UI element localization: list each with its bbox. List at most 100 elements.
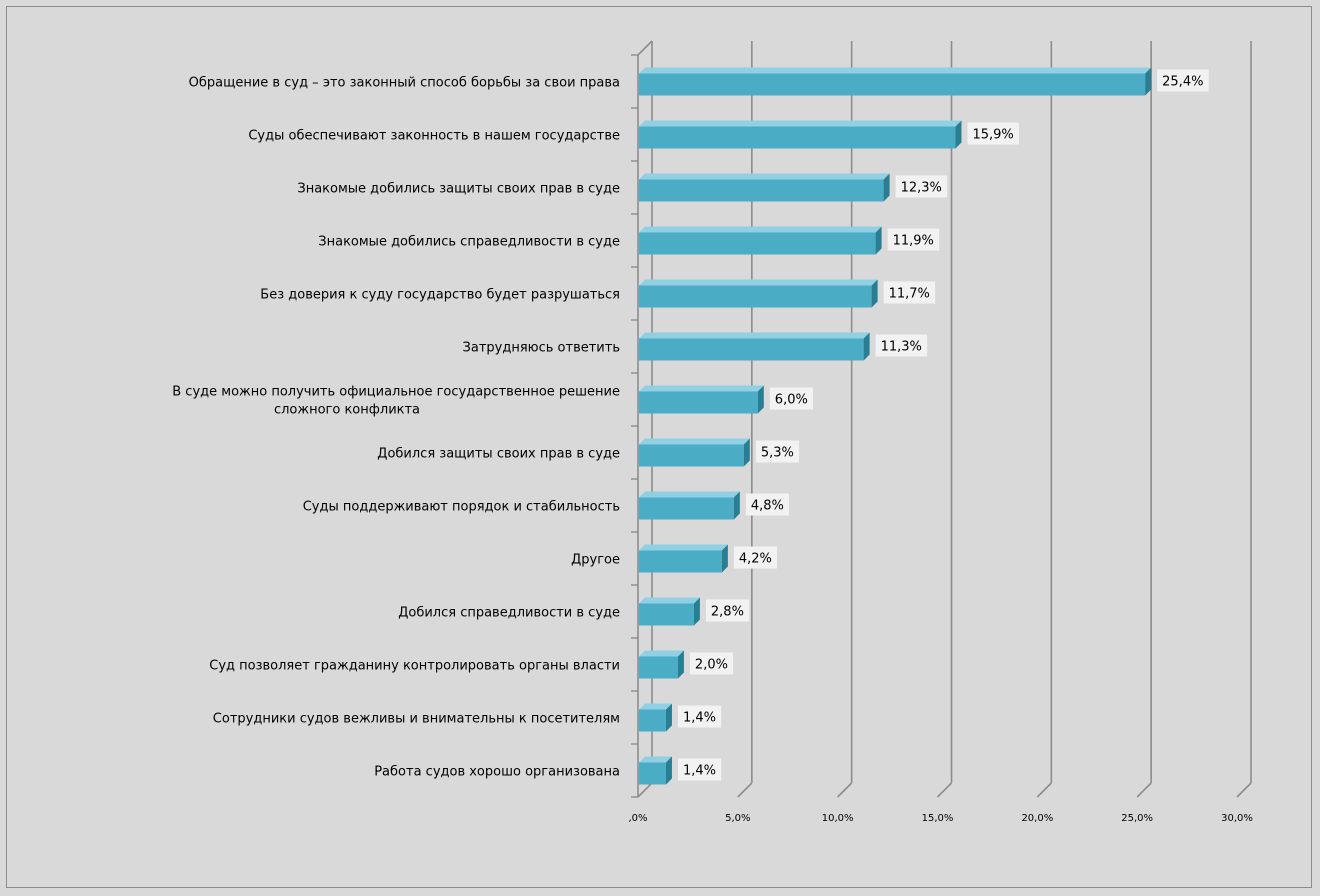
bar-top-face — [639, 491, 740, 498]
x-tick-label: 15,0% — [922, 813, 954, 824]
data-label-box — [677, 758, 722, 781]
category-label: Знакомые добились справедливости в суде — [318, 235, 620, 250]
data-label: 11,7% — [889, 287, 930, 302]
category-label: Другое — [571, 553, 620, 568]
bar — [639, 550, 722, 573]
bar-side-face — [875, 226, 882, 255]
data-label: 5,3% — [761, 446, 794, 461]
bar-top-face — [639, 226, 882, 233]
bar-side-face — [721, 544, 728, 573]
bar — [639, 232, 876, 255]
bar — [639, 656, 678, 679]
bar-side-face — [733, 491, 740, 520]
x-tick-label: 5,0% — [725, 813, 750, 824]
category-label: Без доверия к суду государство будет раз… — [260, 288, 620, 303]
bar — [639, 709, 666, 732]
data-label-box — [875, 334, 928, 357]
gridlines — [631, 40, 1252, 798]
bar — [639, 338, 864, 361]
bar-side-face — [757, 385, 764, 414]
bar-side-face — [863, 332, 870, 361]
category-label: Знакомые добились защиты своих прав в су… — [297, 182, 620, 197]
x-tick-label: 25,0% — [1121, 813, 1153, 824]
bar-top-face — [639, 385, 764, 392]
data-label: 2,0% — [695, 658, 728, 673]
bar-top-face — [639, 703, 672, 710]
bar-side-face — [743, 438, 750, 467]
category-label: Суды поддерживают порядок и стабильность — [303, 500, 620, 515]
category-labels: Обращение в суд – это законный способ бо… — [172, 76, 620, 780]
category-label: сложного конфликта — [274, 403, 420, 418]
data-label: 1,4% — [683, 711, 716, 726]
bar — [639, 126, 956, 149]
bar-top-face — [639, 120, 962, 127]
data-label-box — [755, 440, 800, 463]
data-label-box — [883, 281, 936, 304]
bar — [639, 179, 884, 202]
category-label: Добился справедливости в суде — [398, 606, 620, 621]
bar — [639, 762, 666, 785]
category-label: В суде можно получить официальное госуда… — [172, 385, 620, 400]
x-axis-ticks: ,0% 5,0% 10,0% 15,0% 20,0% 25,0% 30,0% — [628, 813, 1252, 824]
data-label-box — [887, 228, 940, 251]
data-label: 11,3% — [881, 340, 922, 355]
data-label: 25,4% — [1162, 75, 1203, 90]
bar-top-face — [639, 173, 890, 180]
data-label-box — [733, 546, 778, 569]
bar-side-face — [693, 597, 700, 626]
category-label: Добился защиты своих прав в суде — [377, 447, 620, 462]
category-label: Работа судов хорошо организована — [374, 765, 620, 780]
data-label: 4,2% — [739, 552, 772, 567]
bar-top-face — [639, 597, 700, 604]
bar-side-face — [677, 650, 684, 679]
data-label-box — [769, 387, 813, 410]
data-label-box — [967, 122, 1019, 145]
data-label-box — [705, 599, 750, 622]
chart-frame: ,0% 5,0% 10,0% 15,0% 20,0% 25,0% 30,0% 25,4% 15… — [6, 6, 1312, 888]
bar — [639, 73, 1146, 96]
bar — [639, 285, 872, 308]
gridline-floor — [1136, 782, 1152, 798]
data-label: 2,8% — [711, 605, 744, 620]
gridline-floor — [1036, 782, 1052, 798]
bar — [639, 391, 758, 414]
gridline-floor — [637, 782, 653, 798]
data-label: 1,4% — [683, 764, 716, 779]
data-label-box — [677, 705, 722, 728]
bar-top-face — [639, 67, 1152, 74]
x-tick-label: 20,0% — [1021, 813, 1053, 824]
bar-top-face — [639, 544, 728, 551]
y-axis-wall-edge — [637, 40, 653, 56]
bar-side-face — [883, 173, 890, 202]
data-label-box — [895, 175, 948, 198]
bar — [639, 497, 734, 520]
bars: 25,4% 15,9% 12,3% 11,9% 11,7% 11,3% 6,0% 5,3% 4,… — [639, 67, 1209, 785]
gridline-floor — [1236, 782, 1252, 798]
bar-top-face — [639, 756, 672, 763]
bar-top-face — [639, 650, 684, 657]
data-label-box — [689, 652, 734, 675]
x-tick-label: 10,0% — [822, 813, 854, 824]
x-tick-label: ,0% — [628, 813, 647, 824]
data-label: 6,0% — [775, 393, 808, 408]
x-tick-label: 30,0% — [1221, 813, 1253, 824]
bar-side-face — [665, 756, 672, 785]
data-label-box — [745, 493, 790, 516]
data-label: 12,3% — [901, 181, 942, 196]
gridline-floor — [837, 782, 853, 798]
data-label: 11,9% — [893, 234, 934, 249]
category-label: Суд позволяет гражданину контролировать … — [209, 659, 620, 674]
bar-side-face — [955, 120, 962, 149]
bar-side-face — [1145, 67, 1152, 96]
bar-side-face — [665, 703, 672, 732]
bar — [639, 603, 694, 626]
data-label: 4,8% — [751, 499, 784, 514]
bar-top-face — [639, 279, 878, 286]
bar-chart: ,0% 5,0% 10,0% 15,0% 20,0% 25,0% 30,0% 25,4% 15… — [172, 40, 1253, 824]
category-label: Сотрудники судов вежливы и внимательны к… — [213, 712, 620, 727]
category-label: Обращение в суд – это законный способ бо… — [189, 76, 620, 91]
bar — [639, 444, 744, 467]
data-label: 15,9% — [972, 128, 1013, 143]
bar-top-face — [639, 332, 870, 339]
category-label: Затрудняюсь ответить — [463, 341, 620, 356]
